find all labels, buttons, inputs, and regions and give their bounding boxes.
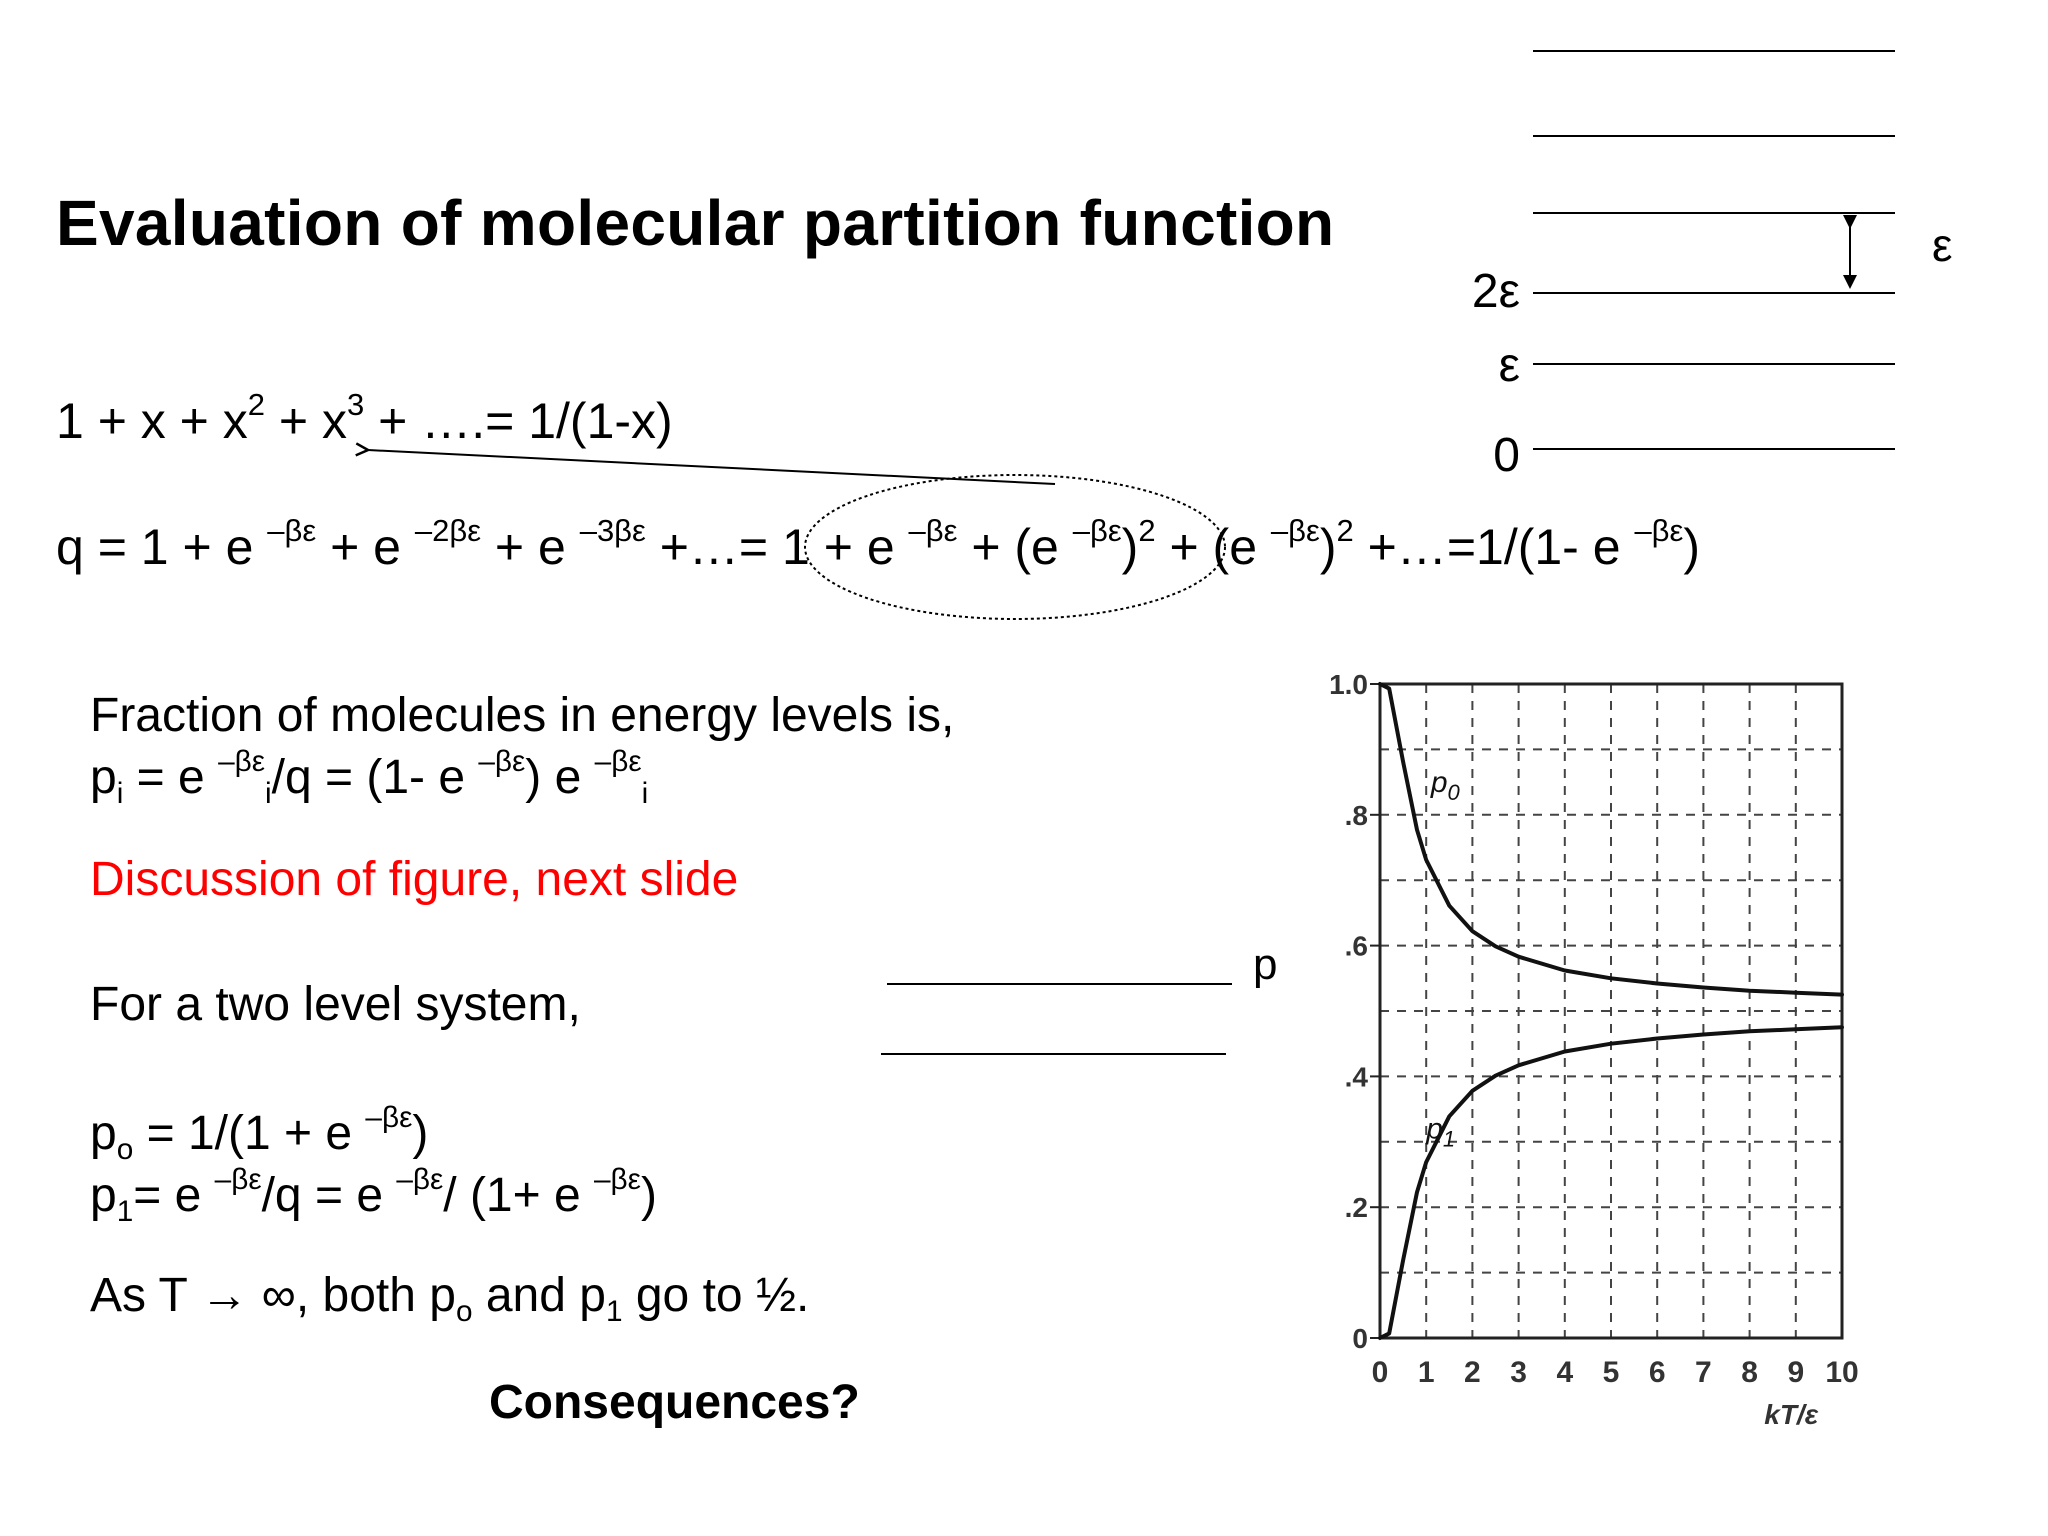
- level-label-0: 0: [1493, 429, 1520, 482]
- chart-labels: p0 p1 kT/ε: [1425, 766, 1819, 1430]
- x-axis-label: kT/ε: [1764, 1399, 1818, 1430]
- series-label-p0: p0: [1430, 766, 1461, 805]
- geometric-series-equation: 1 + x + x2 + x3 + ….= 1/(1-x): [56, 386, 673, 449]
- x-tick-label: 1: [1418, 1356, 1435, 1389]
- energy-level-line: [1533, 135, 1895, 137]
- y-tick-label: .8: [1345, 800, 1368, 831]
- y-tick-label: .2: [1345, 1192, 1368, 1223]
- y-tick-label: 1.0: [1329, 669, 1368, 700]
- x-tick-label: 3: [1510, 1356, 1527, 1389]
- x-tick-label: 9: [1787, 1356, 1804, 1389]
- x-tick-label: 2: [1464, 1356, 1481, 1389]
- p1-equation: p1= e –βε/q = e –βε/ (1+ e –βε): [90, 1162, 657, 1229]
- y-tick-label: .6: [1345, 931, 1368, 962]
- x-tick-label: 8: [1741, 1356, 1758, 1389]
- series-line-p0: [1378, 682, 1844, 997]
- p-label: p: [1253, 940, 1278, 989]
- x-tick-label: 10: [1825, 1356, 1858, 1389]
- two-level-heading: For a two level system,: [90, 978, 581, 1031]
- two-level-upper-line: [887, 983, 1232, 985]
- two-level-lower-line: [881, 1053, 1226, 1055]
- plot-frame: [1378, 682, 1844, 1340]
- partition-function-equation: q = 1 + e –βε + e –2βε + e –3βε +…= 1 + …: [56, 512, 1700, 575]
- po-equation: po = 1/(1 + e –βε): [90, 1100, 429, 1167]
- x-tick-label: 4: [1556, 1356, 1573, 1389]
- right-arrow-icon: →: [200, 1269, 249, 1322]
- energy-level-line: [1533, 292, 1895, 294]
- energy-level-line: [1533, 448, 1895, 450]
- chart-grid: [1380, 684, 1842, 1338]
- level-label-2epsilon: 2ε: [1471, 265, 1520, 318]
- chart-series: [1378, 682, 1844, 1340]
- energy-level-line: [1533, 50, 1895, 52]
- consequences-question: Consequences?: [489, 1376, 860, 1429]
- x-tick-label: 7: [1695, 1356, 1712, 1389]
- chart-ticks: 0 1 2 3 4 5 6 7 8 9 100.2.4.6.81.0: [1329, 669, 1859, 1389]
- level-spacing-label: ε: [1932, 219, 1953, 271]
- highlight-ellipse: [804, 474, 1226, 620]
- pi-equation: pi = e –βεi/q = (1- e –βε) e –βεi: [90, 744, 649, 811]
- series-line-p1: [1378, 1025, 1844, 1340]
- energy-level-line: [1533, 363, 1895, 365]
- substitution-arrow: [368, 450, 1056, 485]
- y-tick-label: 0: [1352, 1323, 1368, 1354]
- fraction-heading: Fraction of molecules in energy levels i…: [90, 689, 955, 742]
- y-tick-label: .4: [1345, 1061, 1369, 1092]
- discussion-note: Discussion of figure, next slide: [90, 853, 739, 906]
- limit-statement: As T → ∞, both po and p1 go to ½.: [90, 1269, 810, 1329]
- x-tick-label: 6: [1649, 1356, 1666, 1389]
- energy-level-line: [1533, 212, 1895, 214]
- slide-title: Evaluation of molecular partition functi…: [56, 187, 1335, 259]
- x-tick-label: 5: [1603, 1356, 1620, 1389]
- level-label-epsilon: ε: [1498, 339, 1520, 392]
- series-label-p1: p1: [1425, 1113, 1455, 1152]
- x-tick-label: 0: [1372, 1356, 1389, 1389]
